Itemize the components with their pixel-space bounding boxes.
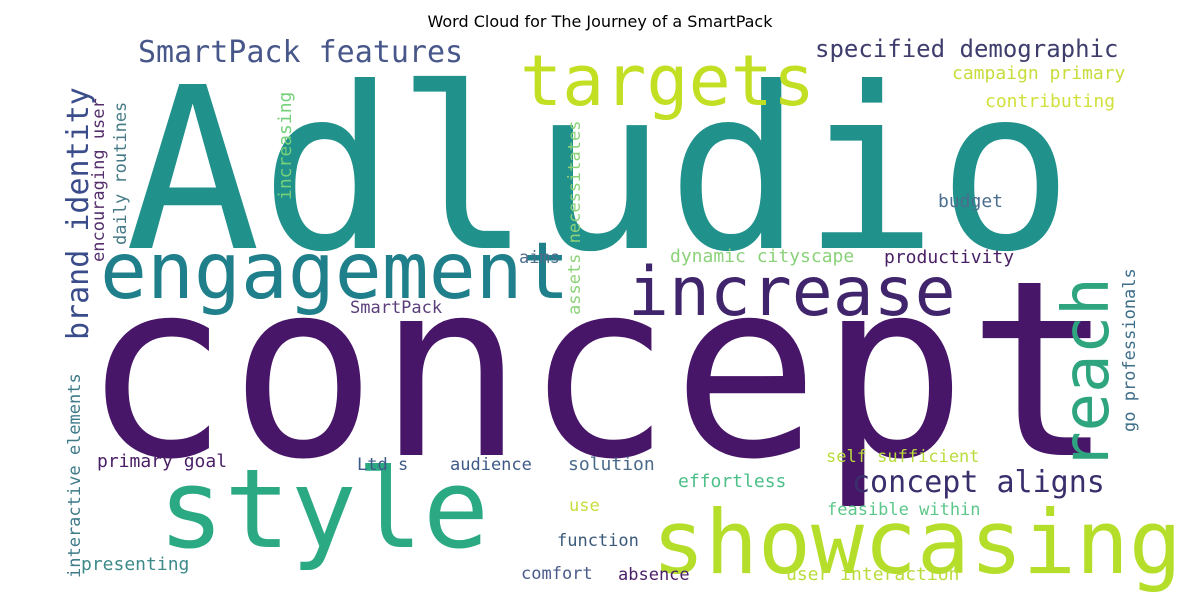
word-comfort: comfort — [521, 564, 593, 584]
word-ltd-s: Ltd s — [357, 455, 408, 475]
word-self-sufficient: self sufficient — [826, 447, 980, 467]
word-presenting: presenting — [81, 554, 189, 575]
word-concept-aligns: concept aligns — [852, 465, 1105, 500]
word-primary-goal: primary goal — [97, 451, 227, 472]
word-audience: audience — [450, 455, 532, 475]
word-engagement: engagement — [100, 227, 570, 317]
word-contributing: contributing — [985, 91, 1115, 112]
word-budget: budget — [938, 191, 1003, 212]
word-brand-identity: brand identity — [61, 87, 96, 340]
word-concept: concept — [82, 228, 1115, 513]
word-productivity: productivity — [884, 247, 1014, 268]
word-encouraging-user: encouraging user — [89, 98, 109, 262]
word-daily-routines: daily routines — [111, 102, 131, 245]
word-effortless: effortless — [678, 471, 786, 492]
word-dynamic-cityscape: dynamic cityscape — [670, 246, 854, 267]
word-absence: absence — [618, 565, 690, 585]
word-aims: aims — [519, 248, 560, 268]
word-smartpack: SmartPack — [350, 298, 442, 318]
word-adludio: Adludio — [125, 40, 1073, 302]
word-specified-demographic: specified demographic — [815, 35, 1118, 63]
word-go-professionals: go professionals — [1120, 268, 1140, 432]
word-increasing: increasing — [275, 92, 296, 200]
word-use: use — [569, 496, 600, 516]
word-interactive-elements: interactive elements — [65, 373, 85, 578]
chart-title: Word Cloud for The Journey of a SmartPac… — [427, 12, 773, 31]
word-campaign-primary: campaign primary — [952, 63, 1126, 84]
word-reach: reach — [1050, 277, 1124, 470]
word-solution: solution — [568, 454, 655, 475]
word-user-interaction: user interaction — [786, 564, 959, 585]
word-style: style — [158, 445, 489, 573]
word-smartpack-features: SmartPack features — [138, 35, 463, 70]
word-assets-necessitates: assets necessitates — [565, 121, 585, 315]
word-targets: targets — [520, 40, 815, 122]
word-function: function — [557, 531, 639, 551]
word-increase: increase — [628, 253, 956, 332]
word-showcasing: showcasing — [652, 491, 1182, 594]
word-feasible-within: feasible within — [827, 500, 981, 520]
